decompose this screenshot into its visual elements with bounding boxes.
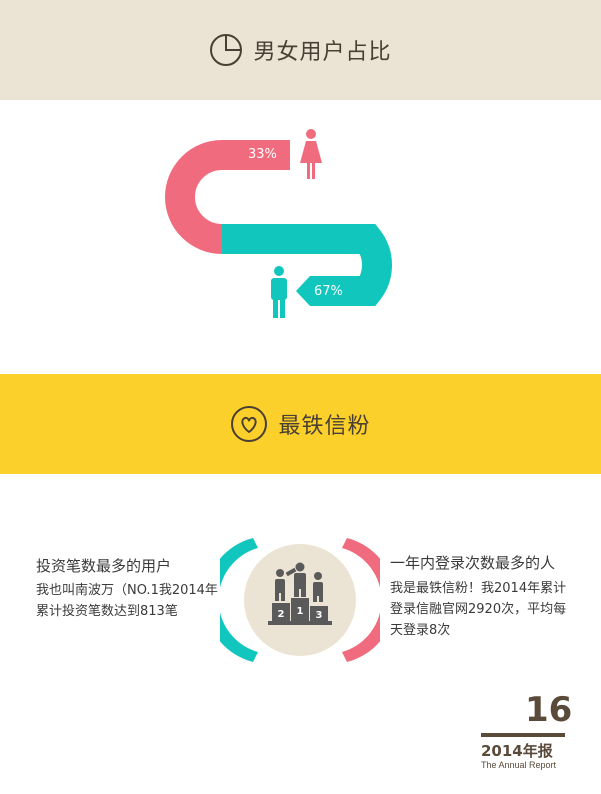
page-number: 16: [525, 690, 573, 730]
male-percent: 67%: [314, 284, 343, 299]
section-header-gender: 男女用户占比: [0, 0, 601, 100]
section-title: 男女用户占比: [253, 40, 392, 65]
male-figure-icon: [271, 266, 287, 318]
pie-chart-icon: [210, 34, 243, 66]
right-title: 一年内登录次数最多的人: [390, 554, 556, 572]
gender-ratio-chart: [165, 129, 392, 318]
right-description: 我是最铁信粉！我2014年累计登录信融官网2920次，平均每天登录8次: [390, 581, 567, 638]
report-subtitle: The Annual Report: [481, 760, 557, 770]
female-figure-icon: [300, 129, 322, 179]
left-title: 投资笔数最多的用户: [36, 557, 172, 575]
podium-icon: [268, 562, 332, 625]
male-bar: [222, 224, 392, 306]
section-header-fans: 最铁信粉: [0, 374, 601, 474]
podium-place-3: 3: [316, 610, 323, 621]
podium-graphic: 2 1 3: [220, 538, 380, 662]
report-year-label: 2014年报: [481, 742, 553, 760]
left-description: 我也叫南波万（NO.1我2014年累计投资笔数达到813笔: [36, 583, 218, 619]
female-bar: [165, 140, 290, 254]
male-arrow: [296, 276, 310, 306]
divider: [481, 733, 565, 737]
female-arrow: [276, 140, 290, 170]
female-percent: 33%: [248, 147, 277, 162]
podium-place-2: 2: [278, 609, 285, 620]
section-title: 最铁信粉: [278, 414, 371, 439]
podium-place-1: 1: [297, 606, 304, 617]
heart-icon: [231, 406, 268, 442]
